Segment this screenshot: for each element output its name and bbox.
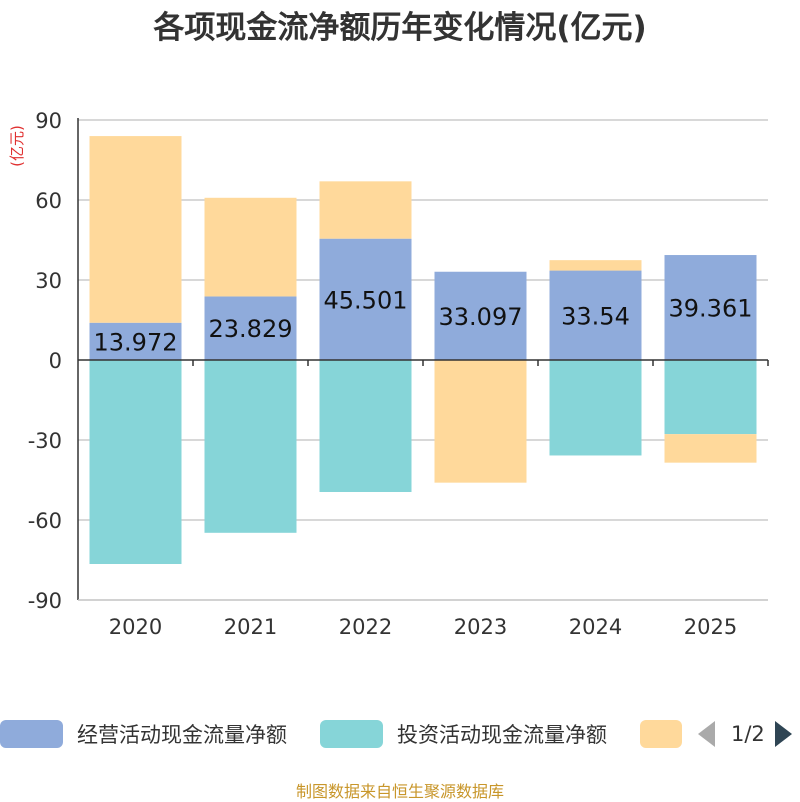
x-tick-label: 2021 (224, 615, 277, 639)
axes: 90 60 30 0 -30 -60 -90 (亿元) 2020 2021 2022 2023 2024… (8, 109, 769, 639)
bar-2020-series-1 (89, 360, 182, 564)
bar-2023-series-0 (434, 271, 527, 360)
x-tick-label: 2022 (339, 615, 392, 639)
bar-2021-series-1 (204, 360, 297, 533)
pager-text: 1/2 (731, 722, 765, 746)
bar-2024-series-2 (549, 260, 642, 271)
legend-item-third[interactable] (640, 716, 682, 752)
data-label-2023: 33.097 (439, 303, 523, 331)
legend-pager: 1/2 (698, 716, 792, 752)
y-tick-label: -60 (28, 509, 62, 533)
x-tick-label: 2024 (569, 615, 622, 639)
data-label-2020: 13.972 (94, 328, 178, 356)
bar-2024-series-1 (549, 360, 642, 456)
y-tick-label: 90 (35, 109, 62, 133)
source-footer: 制图数据来自恒生聚源数据库 (295, 782, 504, 801)
bar-2023-series-2 (434, 360, 527, 483)
legend-item-investing[interactable]: 投资活动现金流量净额 (320, 716, 607, 752)
legend-swatch (640, 720, 682, 748)
bar-2022-series-1 (319, 360, 412, 492)
y-tick-label: -90 (28, 589, 62, 613)
legend-item-operating[interactable]: 经营活动现金流量净额 (0, 716, 287, 752)
bars (89, 136, 757, 564)
y-axis-unit: (亿元) (8, 125, 26, 167)
x-tick-label: 2020 (109, 615, 162, 639)
y-tick-label: -30 (28, 429, 62, 453)
bar-2020-series-2 (89, 136, 182, 323)
bar-2025-series-0 (664, 255, 757, 360)
data-label-2025: 39.361 (669, 295, 753, 323)
bar-2024-series-0 (549, 270, 642, 360)
bar-2025-series-2 (664, 434, 757, 463)
chart-title: 各项现金流净额历年变化情况(亿元) (153, 10, 647, 46)
bar-2022-series-2 (319, 181, 412, 239)
y-tick-label: 30 (35, 269, 62, 293)
legend-swatch (320, 720, 383, 748)
pager-next-icon[interactable] (774, 721, 792, 747)
bar-2021-series-2 (204, 197, 297, 297)
y-tick-label: 60 (35, 189, 62, 213)
data-labels: 13.972 23.829 45.501 33.097 33.54 39.361 (94, 286, 753, 356)
legend-label: 投资活动现金流量净额 (397, 723, 607, 747)
x-tick-label: 2025 (684, 615, 737, 639)
bar-2025-series-1 (664, 360, 757, 435)
legend-label: 经营活动现金流量净额 (77, 723, 287, 747)
legend: 经营活动现金流量净额 投资活动现金流量净额 (0, 716, 800, 752)
bar-2021-series-0 (204, 296, 297, 360)
bar-2022-series-0 (319, 238, 412, 360)
data-label-2022: 45.501 (324, 286, 408, 314)
data-label-2021: 23.829 (209, 315, 293, 343)
data-label-2024: 33.54 (561, 302, 630, 330)
bar-2020-series-0 (89, 322, 182, 360)
pager-prev-icon[interactable] (698, 721, 715, 747)
legend-swatch (0, 720, 63, 748)
y-tick-label: 0 (49, 349, 62, 373)
x-tick-label: 2023 (454, 615, 507, 639)
